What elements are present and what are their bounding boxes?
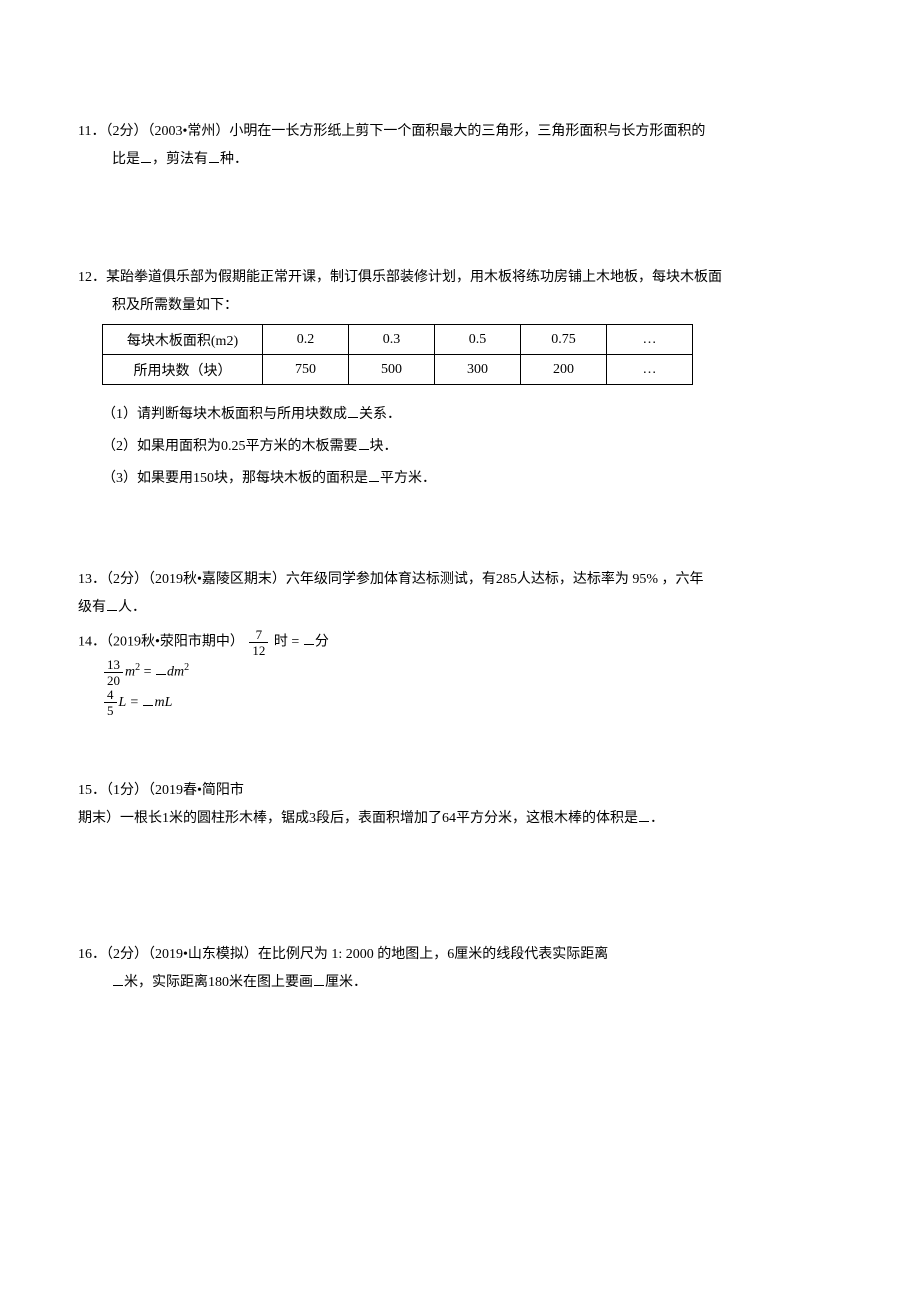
q14-eq2b: = bbox=[140, 664, 155, 679]
q11-line1: 11．（2分）（2003•常州）小明在一长方形纸上剪下一个面积最大的三角形，三角… bbox=[78, 118, 842, 146]
blank bbox=[348, 404, 358, 418]
table-header-cell: 所用块数（块） bbox=[103, 355, 263, 385]
table-header-cell: 每块木板面积(m2) bbox=[103, 325, 263, 355]
question-16: 16．（2分）（2019•山东模拟）在比例尺为 1: 2000 的地图上，6厘米… bbox=[78, 941, 842, 997]
question-11: 11．（2分）（2003•常州）小明在一长方形纸上剪下一个面积最大的三角形，三角… bbox=[78, 118, 842, 174]
q16-line1: 16．（2分）（2019•山东模拟）在比例尺为 1: 2000 的地图上，6厘米… bbox=[78, 941, 842, 969]
denominator: 5 bbox=[104, 703, 117, 717]
blank bbox=[156, 661, 166, 675]
q13-l2a: 级有 bbox=[78, 600, 106, 615]
denominator: 12 bbox=[249, 643, 268, 657]
table-cell: 0.2 bbox=[263, 325, 349, 355]
blank bbox=[639, 808, 649, 822]
superscript: 2 bbox=[184, 662, 189, 673]
q12-s3b: 平方米． bbox=[380, 471, 436, 486]
q14-prefix: 14．（2019秋•荥阳市期中） bbox=[78, 634, 244, 649]
blank bbox=[369, 468, 379, 482]
blank bbox=[304, 631, 314, 645]
q11-l2b: ，剪法有 bbox=[152, 152, 208, 167]
q13-l2b: 人． bbox=[118, 600, 146, 615]
blank bbox=[141, 149, 151, 163]
q15-l2a: 期末）一根长1米的圆柱形木棒，锯成3段后，表面积增加了64平方分米，这根木棒的体… bbox=[78, 811, 638, 826]
q12-sub3: （3）如果要用150块，那每块木板的面积是平方米． bbox=[78, 463, 842, 495]
blank bbox=[359, 436, 369, 450]
blank bbox=[143, 692, 153, 706]
q15-line1: 15．（1分）（2019春•简阳市 bbox=[78, 777, 842, 805]
question-15: 15．（1分）（2019春•简阳市 期末）一根长1米的圆柱形木棒，锯成3段后，表… bbox=[78, 777, 842, 833]
q12-s3a: （3）如果要用150块，那每块木板的面积是 bbox=[102, 471, 368, 486]
table-cell: … bbox=[607, 325, 693, 355]
q14-mid1a: 时 = bbox=[274, 634, 303, 649]
q11-l2a: 比是 bbox=[112, 152, 140, 167]
numerator: 4 bbox=[104, 688, 117, 703]
q14-eq3a: L = bbox=[119, 695, 143, 710]
q14-eq3b: mL bbox=[154, 695, 172, 710]
table-cell: 200 bbox=[521, 355, 607, 385]
fraction: 7 12 bbox=[249, 628, 268, 657]
q14-eq3: 4 5 L = mL bbox=[78, 688, 842, 719]
question-14: 14．（2019秋•荥阳市期中） 7 12 时 = 分 13 20 m 2 = d… bbox=[78, 628, 842, 719]
q14-mid1b: 分 bbox=[315, 634, 329, 649]
q13-line1: 13．（2分）（2019秋•嘉陵区期末）六年级同学参加体育达标测试，有285人达… bbox=[78, 566, 842, 594]
denominator: 20 bbox=[104, 673, 123, 687]
q12-s2b: 块． bbox=[370, 439, 398, 454]
blank bbox=[314, 972, 324, 986]
table-cell: 0.5 bbox=[435, 325, 521, 355]
blank bbox=[209, 149, 219, 163]
question-13: 13．（2分）（2019秋•嘉陵区期末）六年级同学参加体育达标测试，有285人达… bbox=[78, 566, 842, 622]
q16-line2: 米，实际距离180米在图上要画厘米． bbox=[78, 969, 842, 997]
q16-l2a: 米，实际距离180米在图上要画 bbox=[124, 975, 313, 990]
var-m: m bbox=[125, 664, 135, 679]
question-12: 12．某跆拳道俱乐部为假期能正常开课，制订俱乐部装修计划，用木板将练功房铺上木地… bbox=[78, 264, 842, 496]
table-row: 每块木板面积(m2) 0.2 0.3 0.5 0.75 … bbox=[103, 325, 693, 355]
table-row: 所用块数（块） 750 500 300 200 … bbox=[103, 355, 693, 385]
q12-sub2: （2）如果用面积为0.25平方米的木板需要块． bbox=[78, 431, 842, 463]
blank bbox=[113, 972, 123, 986]
numerator: 13 bbox=[104, 658, 123, 673]
table-cell: 0.75 bbox=[521, 325, 607, 355]
q12-sub1: （1）请判断每块木板面积与所用块数成关系． bbox=[78, 399, 842, 431]
table-cell: 0.3 bbox=[349, 325, 435, 355]
table-cell: 300 bbox=[435, 355, 521, 385]
q13-line2: 级有人． bbox=[78, 594, 842, 622]
table-cell: … bbox=[607, 355, 693, 385]
q12-s1a: （1）请判断每块木板面积与所用块数成 bbox=[102, 407, 347, 422]
q14-eq2: 13 20 m2 = dm2 bbox=[78, 657, 842, 688]
fraction: 13 20 bbox=[104, 658, 123, 687]
blank bbox=[107, 597, 117, 611]
q12-table: 每块木板面积(m2) 0.2 0.3 0.5 0.75 … 所用块数（块） 75… bbox=[102, 324, 693, 385]
q12-line2: 积及所需数量如下： bbox=[78, 292, 842, 320]
q11-l2c: 种． bbox=[220, 152, 248, 167]
q12-s2a: （2）如果用面积为0.25平方米的木板需要 bbox=[102, 439, 358, 454]
q16-l1a: 16．（2分）（2019•山东模拟）在比例尺为 1: 2000 的地图上，6厘米… bbox=[78, 947, 608, 962]
q12-s1b: 关系． bbox=[359, 407, 401, 422]
q14-line1: 14．（2019秋•荥阳市期中） 7 12 时 = 分 bbox=[78, 628, 842, 657]
q15-l2b: ． bbox=[650, 811, 664, 826]
q11-line2: 比是 ，剪法有种． bbox=[78, 146, 842, 174]
fraction: 4 5 bbox=[104, 688, 117, 717]
numerator: 7 bbox=[249, 628, 268, 643]
var-dm: dm bbox=[167, 664, 184, 679]
q16-l2b: 厘米． bbox=[325, 975, 367, 990]
table-cell: 500 bbox=[349, 355, 435, 385]
q12-line1: 12．某跆拳道俱乐部为假期能正常开课，制订俱乐部装修计划，用木板将练功房铺上木地… bbox=[78, 264, 842, 292]
q15-line2: 期末）一根长1米的圆柱形木棒，锯成3段后，表面积增加了64平方分米，这根木棒的体… bbox=[78, 805, 842, 833]
table-cell: 750 bbox=[263, 355, 349, 385]
